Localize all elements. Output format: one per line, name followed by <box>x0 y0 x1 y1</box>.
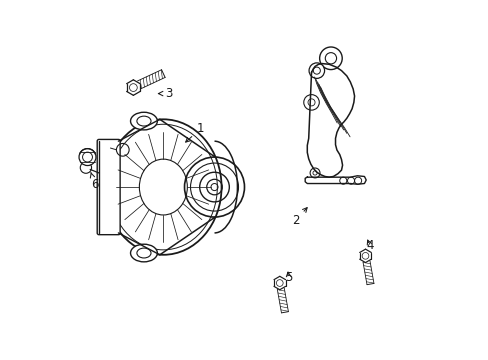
Text: 2: 2 <box>291 208 306 227</box>
Circle shape <box>303 95 319 110</box>
FancyBboxPatch shape <box>97 139 120 235</box>
Circle shape <box>319 47 342 69</box>
Text: 4: 4 <box>365 239 373 252</box>
Text: 5: 5 <box>285 270 292 284</box>
Text: 1: 1 <box>185 122 203 142</box>
Ellipse shape <box>130 244 157 262</box>
Circle shape <box>308 63 324 78</box>
Circle shape <box>309 168 319 178</box>
Text: 3: 3 <box>158 87 172 100</box>
Circle shape <box>79 149 96 166</box>
Text: 6: 6 <box>90 172 98 191</box>
Ellipse shape <box>130 112 157 130</box>
